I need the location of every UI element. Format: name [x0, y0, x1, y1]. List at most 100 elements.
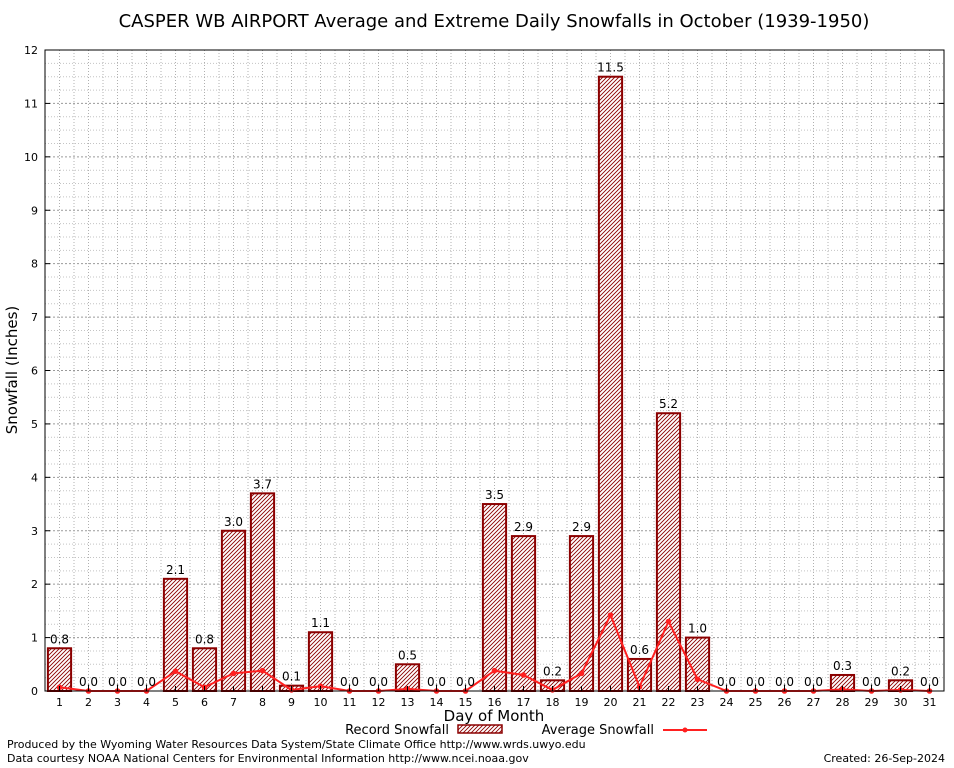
x-tick-label: 21 [633, 696, 647, 709]
average-point [230, 670, 237, 677]
record-value-label: 0.8 [195, 632, 214, 646]
record-value-label: 0.8 [50, 632, 69, 646]
y-tick-label: 5 [31, 418, 38, 431]
x-tick-label: 15 [459, 696, 473, 709]
x-tick-label: 24 [720, 696, 734, 709]
legend: Record Snowfall Average Snowfall [345, 723, 707, 738]
x-tick-label: 30 [894, 696, 908, 709]
average-point [578, 670, 585, 677]
record-value-label: 0.0 [717, 675, 736, 689]
record-bar [249, 492, 276, 692]
y-tick-label: 10 [24, 151, 38, 164]
record-value-label: 0.0 [137, 675, 156, 689]
footer-credit-line1: Produced by the Wyoming Water Resources … [7, 738, 586, 751]
x-tick-label: 14 [430, 696, 444, 709]
legend-record-swatch [457, 724, 503, 734]
average-point [520, 672, 527, 678]
x-tick-label: 3 [114, 696, 121, 709]
record-bar [510, 535, 537, 693]
y-tick-label: 12 [24, 44, 38, 57]
record-value-label: 0.5 [398, 648, 417, 662]
record-value-label: 3.5 [485, 488, 504, 502]
record-bar [481, 503, 508, 692]
record-bar [568, 535, 595, 693]
record-value-label: 0.2 [543, 664, 562, 678]
x-tick-label: 31 [923, 696, 937, 709]
record-value-label: 2.9 [514, 520, 533, 534]
record-value-label: 0.0 [920, 675, 939, 689]
x-tick-label: 29 [865, 696, 879, 709]
record-value-label: 0.0 [862, 675, 881, 689]
y-tick-label: 11 [24, 97, 38, 110]
x-tick-label: 5 [172, 696, 179, 709]
x-tick-label: 13 [401, 696, 415, 709]
y-tick-label: 3 [31, 525, 38, 538]
footer-created: Created: 26-Sep-2024 [824, 752, 945, 765]
chart-title: CASPER WB AIRPORT Average and Extreme Da… [119, 11, 870, 32]
record-value-label: 2.1 [166, 563, 185, 577]
average-point [607, 612, 614, 618]
record-bar [655, 412, 682, 692]
y-axis-label: Snowfall (Inches) [3, 306, 21, 434]
record-value-label: 0.0 [79, 675, 98, 689]
x-tick-label: 27 [807, 696, 821, 709]
legend-average-marker [682, 727, 688, 733]
record-value-label: 0.1 [282, 670, 301, 684]
x-tick-label: 12 [372, 696, 386, 709]
record-value-label: 0.2 [891, 664, 910, 678]
legend-average-label: Average Snowfall [542, 723, 654, 738]
average-point [259, 667, 266, 674]
record-value-label: 0.0 [369, 675, 388, 689]
bar-labels: 0.8 0.0 0.0 0.0 2.1 0.8 3.0 3.7 0.1 1.1 0.0 0.0 0.5 0… [50, 61, 939, 689]
y-tick-label: 6 [31, 365, 38, 378]
y-tick-label: 7 [31, 311, 38, 324]
x-tick-label: 9 [288, 696, 295, 709]
x-tick-label: 16 [488, 696, 502, 709]
average-point [491, 667, 498, 674]
record-value-label: 0.0 [108, 675, 127, 689]
record-value-label: 2.9 [572, 520, 591, 534]
x-tick-label: 26 [778, 696, 792, 709]
record-value-label: 3.0 [224, 515, 243, 529]
record-value-label: 11.5 [597, 61, 624, 75]
record-value-label: 0.0 [746, 675, 765, 689]
average-point [172, 668, 179, 675]
record-value-label: 0.0 [775, 675, 794, 689]
x-tick-label: 8 [259, 696, 266, 709]
x-tick-label: 25 [749, 696, 763, 709]
x-tick-label: 6 [201, 696, 208, 709]
record-value-label: 0.0 [456, 675, 475, 689]
x-axis-label: Day of Month [444, 707, 545, 725]
x-tick-label: 19 [575, 696, 589, 709]
x-tick-label: 7 [230, 696, 237, 709]
x-tick-label: 22 [662, 696, 676, 709]
x-tick-label: 10 [314, 696, 328, 709]
average-point [694, 676, 701, 683]
x-tick-label: 1 [56, 696, 63, 709]
record-bar [307, 631, 334, 692]
record-value-label: 3.7 [253, 477, 272, 491]
y-tick-label: 9 [31, 204, 38, 217]
y-tick-label: 2 [31, 578, 38, 591]
y-tick-label: 0 [31, 685, 38, 698]
x-tick-label: 20 [604, 696, 618, 709]
x-axis-ticks: 1 2 3 4 5 6 7 8 9 10 11 12 13 14 15 16 17 18 19 20 21 22 23 24 2… [56, 686, 937, 709]
record-bar [220, 529, 247, 692]
record-value-label: 0.0 [804, 675, 823, 689]
x-tick-label: 2 [85, 696, 92, 709]
record-value-label: 0.3 [833, 659, 852, 673]
record-value-label: 0.0 [427, 675, 446, 689]
x-tick-label: 18 [546, 696, 560, 709]
record-bar [597, 75, 624, 693]
x-tick-label: 17 [517, 696, 531, 709]
record-value-label: 0.6 [630, 643, 649, 657]
x-tick-label: 23 [691, 696, 705, 709]
average-point [665, 618, 672, 625]
record-value-label: 1.0 [688, 622, 707, 636]
record-bar [162, 577, 189, 693]
record-value-label: 1.1 [311, 616, 330, 630]
x-tick-label: 28 [836, 696, 850, 709]
y-tick-label: 1 [31, 632, 38, 645]
